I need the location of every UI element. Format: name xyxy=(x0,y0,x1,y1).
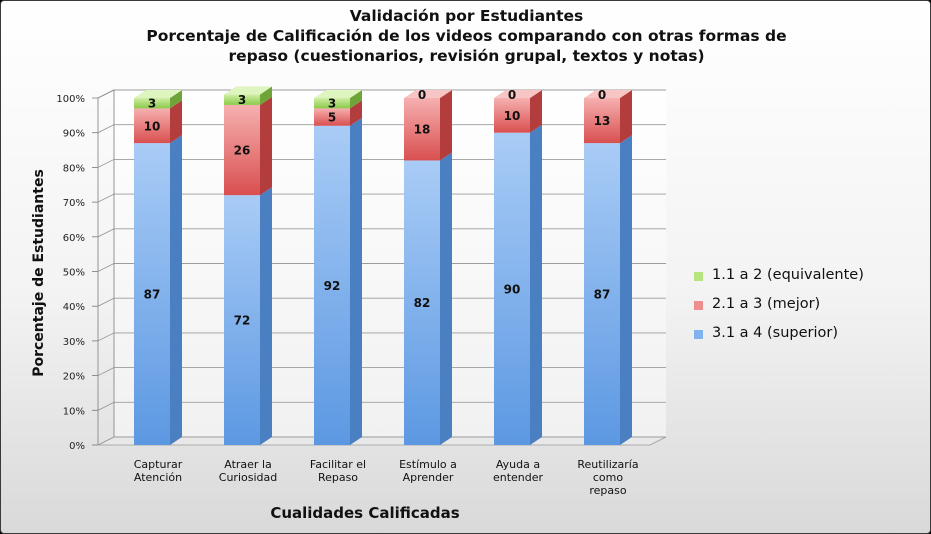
data-label: 3 xyxy=(148,97,156,111)
y-tick-label: 70% xyxy=(63,198,85,209)
y-tick-label: 10% xyxy=(63,406,85,417)
legend-label: 3.1 a 4 (superior) xyxy=(712,325,839,341)
bar-top xyxy=(314,90,362,98)
data-label: 0 xyxy=(598,88,606,102)
data-label: 3 xyxy=(328,97,336,111)
bar-top xyxy=(494,90,542,98)
x-tick-label: entender xyxy=(493,471,544,484)
bar-segment-side xyxy=(350,100,362,126)
bar-segment-side xyxy=(440,152,452,445)
x-tick-label: Facilitar el xyxy=(310,458,366,471)
bar-segment-side xyxy=(440,90,452,161)
x-axis-label: Cualidades Calificadas xyxy=(270,504,460,522)
x-tick-label: Atención xyxy=(134,471,182,484)
bar-segment-side xyxy=(170,100,182,144)
y-axis-label: Porcentaje de Estudiantes xyxy=(31,169,47,377)
bar-top xyxy=(224,86,272,95)
chart-title-line-2: Porcentaje de Calificación de los videos… xyxy=(146,27,787,45)
data-label: 3 xyxy=(238,93,246,107)
bar-segment xyxy=(494,98,530,133)
x-tick-label: Capturar xyxy=(134,458,183,471)
bar-segment-side xyxy=(350,117,362,445)
bar-segment-side xyxy=(620,90,632,144)
bar-segment xyxy=(224,94,260,105)
x-tick-label: como xyxy=(593,471,623,484)
bar-segment-side xyxy=(260,187,272,445)
x-tick-label: Ayuda a xyxy=(496,458,540,471)
x-tick-label: Reutilizaría xyxy=(577,458,638,471)
data-label: 0 xyxy=(418,88,426,102)
y-tick-label: 60% xyxy=(63,233,85,244)
data-label: 72 xyxy=(234,314,251,328)
bar-segment-side xyxy=(170,135,182,446)
y-tick-label: 50% xyxy=(63,268,85,279)
y-tick-label: 100% xyxy=(56,94,85,105)
y-tick-label: 0% xyxy=(69,441,85,452)
bar-segment xyxy=(224,104,260,196)
bar-segment-side xyxy=(350,90,362,109)
data-label: 26 xyxy=(234,144,251,158)
bar-segment xyxy=(404,98,440,161)
bar-segment xyxy=(584,98,620,144)
chart-title-line-3: repaso (cuestionarios, revisión grupal, … xyxy=(228,47,705,65)
x-tick-label: Curiosidad xyxy=(219,471,277,484)
bar-segment-side xyxy=(620,135,632,446)
y-axis-line xyxy=(97,89,115,445)
bar-segment-side xyxy=(260,86,272,105)
bar-segment-side xyxy=(530,124,542,445)
x-tick-label: Repaso xyxy=(318,471,358,484)
bar-segment-side xyxy=(260,96,272,196)
data-label: 87 xyxy=(144,288,161,302)
bar-segment xyxy=(314,108,350,126)
bar-segment xyxy=(404,160,440,445)
data-label: 87 xyxy=(594,288,611,302)
bar-top xyxy=(584,90,632,98)
data-label: 18 xyxy=(414,123,431,137)
bar-segment-side xyxy=(170,90,182,109)
plot-floor xyxy=(97,436,667,446)
legend-swatch xyxy=(694,330,703,339)
data-label: 10 xyxy=(504,109,521,123)
bar-segment xyxy=(314,125,350,445)
x-tick-label: Aprender xyxy=(403,471,454,484)
y-tick-label: 80% xyxy=(63,163,85,174)
legend-swatch xyxy=(694,272,703,281)
data-label: 5 xyxy=(328,111,336,125)
data-label: 10 xyxy=(144,119,161,133)
legend-swatch xyxy=(694,301,703,310)
y-tick-label: 90% xyxy=(63,129,85,140)
x-tick-label: repaso xyxy=(589,484,627,497)
bar-segment xyxy=(224,195,260,445)
data-label: 0 xyxy=(508,88,516,102)
y-tick-label: 30% xyxy=(63,337,85,348)
bar-segment xyxy=(314,98,350,109)
data-label: 90 xyxy=(504,282,521,296)
y-tick-label: 40% xyxy=(63,302,85,313)
bar-segment xyxy=(134,143,170,446)
bar-top xyxy=(134,90,182,98)
bar-segment xyxy=(134,108,170,144)
bar-segment xyxy=(494,132,530,445)
bar-top xyxy=(404,90,452,98)
y-tick-label: 20% xyxy=(63,372,85,383)
data-label: 13 xyxy=(594,114,611,128)
bar-segment xyxy=(134,98,170,109)
x-tick-label: Estímulo a xyxy=(399,458,457,471)
chart-title-line-1: Validación por Estudiantes xyxy=(349,7,584,25)
legend-label: 1.1 a 2 (equivalente) xyxy=(712,267,864,283)
legend-label: 2.1 a 3 (mejor) xyxy=(712,296,821,312)
x-tick-label: Atraer la xyxy=(224,458,272,471)
bar-segment-side xyxy=(530,90,542,133)
data-label: 92 xyxy=(324,279,341,293)
bar-segment xyxy=(584,143,620,446)
data-label: 82 xyxy=(414,296,431,310)
